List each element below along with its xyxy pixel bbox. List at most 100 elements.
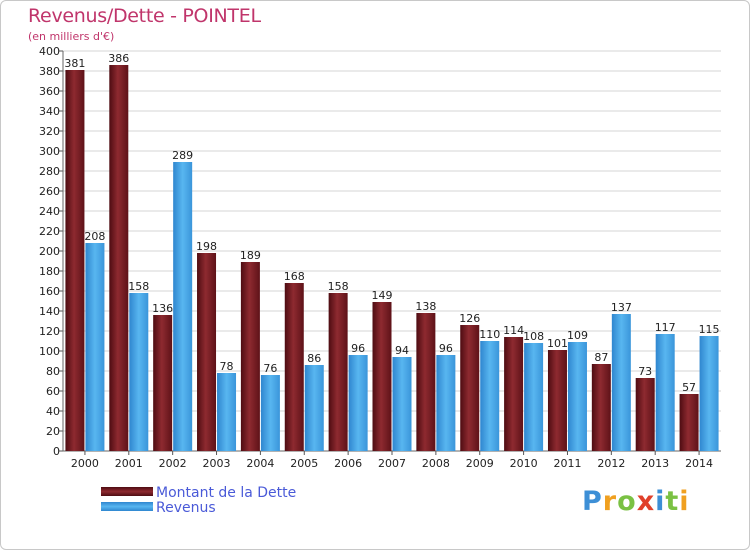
bar-revenue <box>348 355 368 451</box>
logo-letter: i <box>655 486 666 517</box>
logo-letter: P <box>582 486 603 517</box>
data-label-revenue: 117 <box>655 321 676 334</box>
x-tick-label: 2001 <box>115 457 143 470</box>
bar-debt <box>547 350 567 451</box>
data-label-debt: 198 <box>196 240 217 253</box>
y-tick-label: 260 <box>39 185 60 198</box>
data-label-revenue: 109 <box>567 329 588 342</box>
data-label-revenue: 96 <box>439 342 453 355</box>
data-label-revenue: 76 <box>263 362 277 375</box>
y-tick-label: 40 <box>46 405 60 418</box>
data-label-debt: 138 <box>415 300 436 313</box>
bar-revenue <box>524 343 544 451</box>
data-label-revenue: 78 <box>220 360 234 373</box>
bar-revenue <box>655 334 675 451</box>
y-tick-label: 300 <box>39 145 60 158</box>
data-label-debt: 101 <box>547 337 568 350</box>
y-tick-label: 20 <box>46 425 60 438</box>
data-label-debt: 189 <box>240 249 261 262</box>
bar-debt <box>591 364 611 451</box>
data-label-debt: 114 <box>503 324 524 337</box>
x-tick-label: 2000 <box>71 457 99 470</box>
x-tick-label: 2010 <box>510 457 538 470</box>
bar-debt <box>504 337 524 451</box>
data-label-debt: 57 <box>682 381 696 394</box>
bar-debt <box>153 315 173 451</box>
y-tick-label: 0 <box>53 445 60 458</box>
x-tick-label: 2004 <box>246 457 274 470</box>
data-label-debt: 126 <box>459 312 480 325</box>
bar-debt <box>679 394 699 451</box>
data-label-revenue: 158 <box>128 280 149 293</box>
data-label-debt: 386 <box>108 52 129 65</box>
x-tick-label: 2006 <box>334 457 362 470</box>
data-label-revenue: 86 <box>307 352 321 365</box>
chart-subtitle: (en milliers d'€) <box>28 30 115 43</box>
data-label-revenue: 137 <box>611 301 632 314</box>
y-tick-label: 140 <box>39 305 60 318</box>
y-tick-label: 100 <box>39 345 60 358</box>
bar-revenue <box>567 342 587 451</box>
y-tick-label: 400 <box>39 45 60 58</box>
y-tick-label: 240 <box>39 205 60 218</box>
y-tick-label: 200 <box>39 245 60 258</box>
bar-debt <box>372 302 392 451</box>
bar-revenue <box>392 357 412 451</box>
data-label-revenue: 96 <box>351 342 365 355</box>
data-label-debt: 168 <box>284 270 305 283</box>
bar-debt <box>65 70 85 451</box>
bar-debt <box>284 283 304 451</box>
proxiti-logo: Proxiti <box>582 486 690 517</box>
data-label-revenue: 108 <box>523 330 544 343</box>
logo-letter: o <box>617 486 637 517</box>
data-label-revenue: 289 <box>172 149 193 162</box>
y-tick-label: 220 <box>39 225 60 238</box>
bar-revenue <box>129 293 149 451</box>
x-tick-label: 2002 <box>159 457 187 470</box>
data-label-debt: 73 <box>638 365 652 378</box>
bar-revenue <box>304 365 324 451</box>
x-tick-label: 2005 <box>290 457 318 470</box>
data-label-debt: 87 <box>594 351 608 364</box>
data-label-debt: 158 <box>328 280 349 293</box>
x-tick-label: 2011 <box>553 457 581 470</box>
logo-letter: x <box>636 486 656 517</box>
y-tick-label: 160 <box>39 285 60 298</box>
legend-swatch-debt <box>101 487 153 496</box>
logo-letter: r <box>602 486 618 517</box>
bar-revenue <box>611 314 631 451</box>
bar-revenue <box>260 375 280 451</box>
data-label-debt: 149 <box>372 289 393 302</box>
y-tick-label: 80 <box>46 365 60 378</box>
y-tick-label: 120 <box>39 325 60 338</box>
bar-debt <box>197 253 217 451</box>
chart-title: Revenus/Dette - POINTEL <box>28 5 261 27</box>
x-tick-label: 2009 <box>466 457 494 470</box>
x-tick-label: 2007 <box>378 457 406 470</box>
x-tick-label: 2003 <box>203 457 231 470</box>
data-label-debt: 136 <box>152 302 173 315</box>
y-tick-label: 380 <box>39 65 60 78</box>
y-tick-label: 360 <box>39 85 60 98</box>
legend-swatch-revenue <box>101 502 153 511</box>
bar-revenue <box>699 336 719 451</box>
y-tick-label: 320 <box>39 125 60 138</box>
bar-revenue <box>217 373 237 451</box>
x-tick-label: 2013 <box>641 457 669 470</box>
bar-debt <box>460 325 480 451</box>
bar-debt <box>635 378 655 451</box>
y-tick-label: 180 <box>39 265 60 278</box>
x-tick-label: 2014 <box>685 457 713 470</box>
y-tick-label: 280 <box>39 165 60 178</box>
bar-debt <box>240 262 260 451</box>
bar-revenue <box>85 243 105 451</box>
logo-letter: i <box>679 486 690 517</box>
y-tick-label: 340 <box>39 105 60 118</box>
bar-debt <box>416 313 436 451</box>
y-tick-label: 60 <box>46 385 60 398</box>
legend-label-revenue: Revenus <box>156 500 216 516</box>
logo-letter: t <box>665 486 680 517</box>
bar-revenue <box>173 162 193 451</box>
bar-debt <box>328 293 348 451</box>
